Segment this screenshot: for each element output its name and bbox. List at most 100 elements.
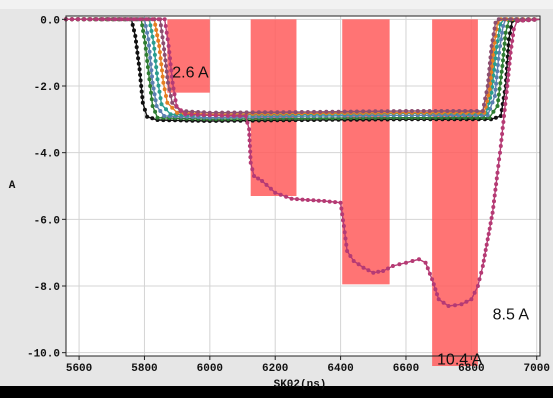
series-point [495, 170, 500, 175]
series-point [158, 96, 163, 101]
series-point [390, 264, 395, 268]
series-point [142, 34, 147, 39]
series-point [391, 109, 396, 114]
series-point [165, 100, 170, 105]
series-point [165, 37, 170, 42]
series-point [351, 259, 356, 263]
series-point [494, 45, 499, 49]
series-point [499, 69, 504, 74]
series-point [366, 268, 371, 273]
series-point [158, 56, 163, 61]
series-point [488, 221, 493, 226]
ticks: 5600 5800 6000 6200 6400 6600 6800 7000 0.0 -2.0 -… [27, 15, 550, 375]
series-point [147, 43, 151, 48]
series-point [507, 61, 512, 66]
series-point [496, 98, 501, 103]
series-point [488, 55, 493, 60]
highlight-bands [167, 19, 478, 366]
series-point [505, 84, 510, 88]
series-point [489, 64, 494, 69]
series-point [139, 89, 144, 94]
series-point [503, 102, 508, 106]
series-point [433, 287, 438, 292]
highlight-band [250, 19, 297, 197]
series-point [499, 138, 504, 142]
series-point [496, 92, 501, 97]
series-point [175, 110, 180, 115]
series-point [162, 52, 167, 57]
series-point [361, 109, 366, 114]
series-point [155, 33, 160, 38]
series-point [501, 52, 506, 57]
series-point [495, 63, 500, 67]
series-point [146, 37, 151, 42]
series-point [163, 58, 168, 63]
annotation-label: 10.4 A [437, 351, 483, 368]
series-point [446, 304, 451, 308]
series-point [491, 53, 495, 57]
series-point [341, 224, 346, 228]
series-point [219, 113, 224, 118]
series-point [367, 109, 372, 114]
series-point [113, 17, 118, 22]
series-point [178, 108, 183, 113]
series-point [483, 248, 488, 252]
series-point [152, 46, 157, 51]
series-point [160, 68, 164, 73]
series-point [156, 83, 161, 88]
series-point [264, 182, 269, 187]
annotations: 2.6 A 8.5 A 10.4 A [172, 65, 529, 369]
series-point [491, 32, 496, 37]
series-point [156, 38, 161, 43]
series-point [163, 24, 168, 28]
series-point [500, 132, 505, 136]
series-point [501, 24, 506, 28]
series-point [498, 150, 502, 155]
series-point [169, 74, 174, 79]
series-point [143, 46, 148, 51]
series-point [145, 65, 150, 70]
series-point [425, 266, 430, 271]
series-point [140, 95, 145, 100]
series-point [244, 110, 249, 115]
series-point [475, 284, 480, 288]
series-point [423, 260, 428, 265]
series-point [247, 127, 252, 132]
series-point [503, 30, 508, 35]
series-point [486, 93, 491, 98]
series-point [497, 50, 502, 55]
series-point [486, 232, 491, 236]
series-point [149, 29, 154, 33]
series-point [324, 109, 329, 114]
series-point [145, 30, 150, 35]
series-point [311, 198, 316, 203]
series-point [153, 22, 158, 27]
series-point [287, 110, 292, 115]
series-point [147, 77, 152, 82]
series-point [260, 179, 265, 183]
series-point [488, 81, 493, 86]
series-point [164, 30, 169, 35]
series-point [500, 30, 505, 35]
series-point [490, 100, 495, 105]
series-point [492, 94, 497, 98]
series-point [498, 114, 503, 118]
series-point [125, 17, 130, 22]
x-tick-label: 5800 [131, 363, 157, 375]
series-point [119, 17, 124, 22]
series-point [493, 87, 498, 92]
series-point [157, 89, 162, 94]
series-point [479, 270, 484, 275]
series-point [164, 94, 168, 98]
series-point [495, 104, 500, 108]
series-point [490, 79, 495, 84]
series-point [226, 110, 231, 115]
annotation-label: 8.5 A [493, 306, 530, 323]
series-point [459, 302, 464, 307]
series-point [481, 258, 486, 263]
series-point [312, 109, 316, 114]
series-point [508, 50, 513, 55]
series-point [146, 71, 151, 76]
series-point [135, 50, 140, 55]
series-point [493, 50, 498, 55]
